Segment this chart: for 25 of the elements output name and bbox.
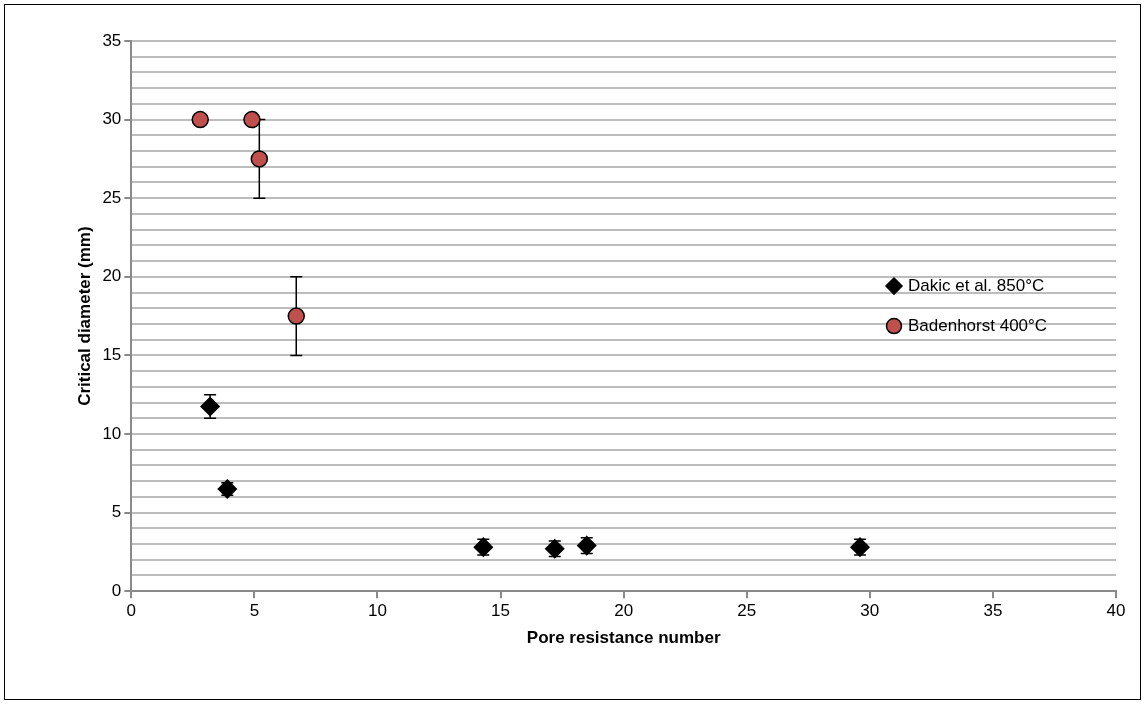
y-tick-label: 15 [102, 345, 122, 365]
point [243, 110, 261, 129]
y-tick-label: 25 [102, 187, 122, 207]
x-tick-label: 30 [860, 601, 880, 621]
x-tick-label: 35 [983, 601, 1003, 621]
x-tick-label: 10 [368, 601, 387, 621]
y-tick-label: 30 [102, 109, 122, 129]
point [287, 307, 305, 325]
point [250, 150, 269, 168]
y-axis-title: Critical diameter (mm) [74, 226, 94, 406]
x-tick-label: 40 [1106, 601, 1126, 621]
x-tick-label: 15 [491, 601, 511, 621]
x-tick-label: 25 [737, 601, 757, 621]
y-tick-label: 5 [111, 502, 122, 522]
y-tick-label: 10 [102, 423, 122, 443]
legend-label: Badenhorst 400°C [908, 315, 1048, 335]
x-tick-label: 20 [614, 601, 634, 621]
y-tick-label: 35 [102, 30, 122, 50]
point [191, 110, 209, 129]
x-tick-label: 5 [249, 601, 260, 621]
y-tick-label: 0 [111, 580, 122, 600]
y-tick-label: 20 [102, 266, 122, 286]
legend-label: Dakic et al. 850°C [908, 275, 1045, 295]
x-axis-title: Pore resistance number [526, 628, 721, 648]
x-tick-label: 0 [126, 601, 137, 621]
